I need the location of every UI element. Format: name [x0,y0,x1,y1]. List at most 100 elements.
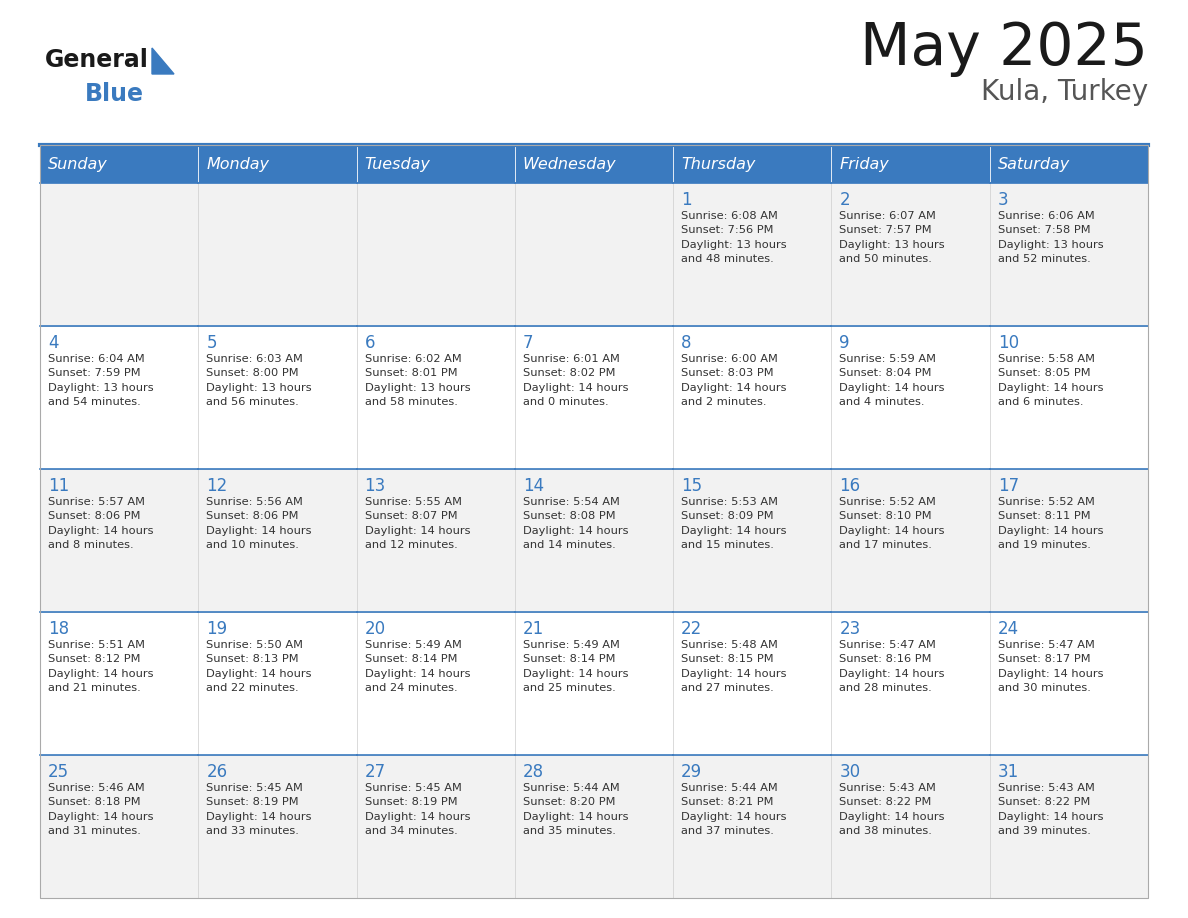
Bar [198,183,356,326]
Text: Sunrise: 6:04 AM
Sunset: 7:59 PM
Daylight: 13 hours
and 54 minutes.: Sunrise: 6:04 AM Sunset: 7:59 PM Dayligh… [48,354,153,408]
Bar [990,326,1148,469]
Text: Sunrise: 5:47 AM
Sunset: 8:16 PM
Daylight: 14 hours
and 28 minutes.: Sunrise: 5:47 AM Sunset: 8:16 PM Dayligh… [840,640,944,693]
Text: 24: 24 [998,620,1019,638]
Text: Sunrise: 6:03 AM
Sunset: 8:00 PM
Daylight: 13 hours
and 56 minutes.: Sunrise: 6:03 AM Sunset: 8:00 PM Dayligh… [207,354,312,408]
Text: Sunrise: 5:50 AM
Sunset: 8:13 PM
Daylight: 14 hours
and 22 minutes.: Sunrise: 5:50 AM Sunset: 8:13 PM Dayligh… [207,640,311,693]
Text: 12: 12 [207,477,228,495]
Text: Sunrise: 5:49 AM
Sunset: 8:14 PM
Daylight: 14 hours
and 25 minutes.: Sunrise: 5:49 AM Sunset: 8:14 PM Dayligh… [523,640,628,693]
Text: 25: 25 [48,763,69,781]
Bar [832,755,990,898]
Text: 17: 17 [998,477,1019,495]
Text: 9: 9 [840,334,849,352]
Bar [674,469,832,612]
Bar [990,469,1148,612]
Text: 30: 30 [840,763,860,781]
Bar [514,145,674,183]
Bar [40,183,198,326]
Text: Sunrise: 5:43 AM
Sunset: 8:22 PM
Daylight: 14 hours
and 39 minutes.: Sunrise: 5:43 AM Sunset: 8:22 PM Dayligh… [998,783,1104,836]
Text: 4: 4 [48,334,58,352]
Text: 11: 11 [48,477,69,495]
Text: Friday: Friday [840,156,889,172]
Text: Sunrise: 6:08 AM
Sunset: 7:56 PM
Daylight: 13 hours
and 48 minutes.: Sunrise: 6:08 AM Sunset: 7:56 PM Dayligh… [681,211,786,264]
Text: 28: 28 [523,763,544,781]
Text: 27: 27 [365,763,386,781]
Text: Sunrise: 5:48 AM
Sunset: 8:15 PM
Daylight: 14 hours
and 27 minutes.: Sunrise: 5:48 AM Sunset: 8:15 PM Dayligh… [681,640,786,693]
Bar [198,145,356,183]
Text: Kula, Turkey: Kula, Turkey [981,78,1148,106]
Text: Blue: Blue [86,82,144,106]
Bar [40,755,198,898]
Bar [40,145,198,183]
Text: Sunrise: 5:43 AM
Sunset: 8:22 PM
Daylight: 14 hours
and 38 minutes.: Sunrise: 5:43 AM Sunset: 8:22 PM Dayligh… [840,783,944,836]
Text: Sunrise: 5:51 AM
Sunset: 8:12 PM
Daylight: 14 hours
and 21 minutes.: Sunrise: 5:51 AM Sunset: 8:12 PM Dayligh… [48,640,153,693]
Bar [674,612,832,755]
Text: Sunrise: 5:45 AM
Sunset: 8:19 PM
Daylight: 14 hours
and 34 minutes.: Sunrise: 5:45 AM Sunset: 8:19 PM Dayligh… [365,783,470,836]
Bar [674,183,832,326]
Text: Sunrise: 5:52 AM
Sunset: 8:10 PM
Daylight: 14 hours
and 17 minutes.: Sunrise: 5:52 AM Sunset: 8:10 PM Dayligh… [840,497,944,550]
Text: General: General [45,48,148,72]
Bar [990,183,1148,326]
Bar [674,145,832,183]
Text: 23: 23 [840,620,860,638]
Text: Sunrise: 5:49 AM
Sunset: 8:14 PM
Daylight: 14 hours
and 24 minutes.: Sunrise: 5:49 AM Sunset: 8:14 PM Dayligh… [365,640,470,693]
Text: 10: 10 [998,334,1019,352]
Text: Thursday: Thursday [681,156,756,172]
Text: Sunrise: 6:01 AM
Sunset: 8:02 PM
Daylight: 14 hours
and 0 minutes.: Sunrise: 6:01 AM Sunset: 8:02 PM Dayligh… [523,354,628,408]
Text: Sunrise: 5:54 AM
Sunset: 8:08 PM
Daylight: 14 hours
and 14 minutes.: Sunrise: 5:54 AM Sunset: 8:08 PM Dayligh… [523,497,628,550]
Bar [198,755,356,898]
Text: Sunrise: 5:52 AM
Sunset: 8:11 PM
Daylight: 14 hours
and 19 minutes.: Sunrise: 5:52 AM Sunset: 8:11 PM Dayligh… [998,497,1104,550]
Text: Saturday: Saturday [998,156,1070,172]
Bar [514,469,674,612]
Bar [40,469,198,612]
Polygon shape [152,48,173,74]
Bar [356,145,514,183]
Text: 6: 6 [365,334,375,352]
Text: Monday: Monday [207,156,270,172]
Text: Tuesday: Tuesday [365,156,430,172]
Bar [40,145,1148,898]
Text: Sunrise: 5:45 AM
Sunset: 8:19 PM
Daylight: 14 hours
and 33 minutes.: Sunrise: 5:45 AM Sunset: 8:19 PM Dayligh… [207,783,311,836]
Text: May 2025: May 2025 [860,20,1148,77]
Text: Sunrise: 5:56 AM
Sunset: 8:06 PM
Daylight: 14 hours
and 10 minutes.: Sunrise: 5:56 AM Sunset: 8:06 PM Dayligh… [207,497,311,550]
Text: Sunrise: 6:06 AM
Sunset: 7:58 PM
Daylight: 13 hours
and 52 minutes.: Sunrise: 6:06 AM Sunset: 7:58 PM Dayligh… [998,211,1104,264]
Bar [40,612,198,755]
Text: Sunrise: 5:46 AM
Sunset: 8:18 PM
Daylight: 14 hours
and 31 minutes.: Sunrise: 5:46 AM Sunset: 8:18 PM Dayligh… [48,783,153,836]
Text: Sunrise: 5:44 AM
Sunset: 8:21 PM
Daylight: 14 hours
and 37 minutes.: Sunrise: 5:44 AM Sunset: 8:21 PM Dayligh… [681,783,786,836]
Bar [514,183,674,326]
Bar [832,145,990,183]
Bar [198,612,356,755]
Bar [514,755,674,898]
Text: Sunrise: 5:55 AM
Sunset: 8:07 PM
Daylight: 14 hours
and 12 minutes.: Sunrise: 5:55 AM Sunset: 8:07 PM Dayligh… [365,497,470,550]
Bar [356,755,514,898]
Text: 8: 8 [681,334,691,352]
Bar [674,755,832,898]
Text: Sunrise: 5:59 AM
Sunset: 8:04 PM
Daylight: 14 hours
and 4 minutes.: Sunrise: 5:59 AM Sunset: 8:04 PM Dayligh… [840,354,944,408]
Text: Sunrise: 6:02 AM
Sunset: 8:01 PM
Daylight: 13 hours
and 58 minutes.: Sunrise: 6:02 AM Sunset: 8:01 PM Dayligh… [365,354,470,408]
Bar [198,326,356,469]
Bar [514,326,674,469]
Text: 26: 26 [207,763,227,781]
Text: Sunrise: 5:53 AM
Sunset: 8:09 PM
Daylight: 14 hours
and 15 minutes.: Sunrise: 5:53 AM Sunset: 8:09 PM Dayligh… [681,497,786,550]
Text: Sunrise: 5:57 AM
Sunset: 8:06 PM
Daylight: 14 hours
and 8 minutes.: Sunrise: 5:57 AM Sunset: 8:06 PM Dayligh… [48,497,153,550]
Bar [356,326,514,469]
Text: 1: 1 [681,191,691,209]
Text: 19: 19 [207,620,227,638]
Bar [990,755,1148,898]
Text: 2: 2 [840,191,851,209]
Text: Sunrise: 5:58 AM
Sunset: 8:05 PM
Daylight: 14 hours
and 6 minutes.: Sunrise: 5:58 AM Sunset: 8:05 PM Dayligh… [998,354,1104,408]
Bar [990,612,1148,755]
Text: Sunrise: 5:44 AM
Sunset: 8:20 PM
Daylight: 14 hours
and 35 minutes.: Sunrise: 5:44 AM Sunset: 8:20 PM Dayligh… [523,783,628,836]
Bar [198,469,356,612]
Text: Sunrise: 5:47 AM
Sunset: 8:17 PM
Daylight: 14 hours
and 30 minutes.: Sunrise: 5:47 AM Sunset: 8:17 PM Dayligh… [998,640,1104,693]
Text: 7: 7 [523,334,533,352]
Bar [356,183,514,326]
Text: 13: 13 [365,477,386,495]
Text: 22: 22 [681,620,702,638]
Text: 31: 31 [998,763,1019,781]
Text: Sunrise: 6:00 AM
Sunset: 8:03 PM
Daylight: 14 hours
and 2 minutes.: Sunrise: 6:00 AM Sunset: 8:03 PM Dayligh… [681,354,786,408]
Text: 16: 16 [840,477,860,495]
Text: 15: 15 [681,477,702,495]
Bar [832,612,990,755]
Text: 20: 20 [365,620,386,638]
Bar [832,183,990,326]
